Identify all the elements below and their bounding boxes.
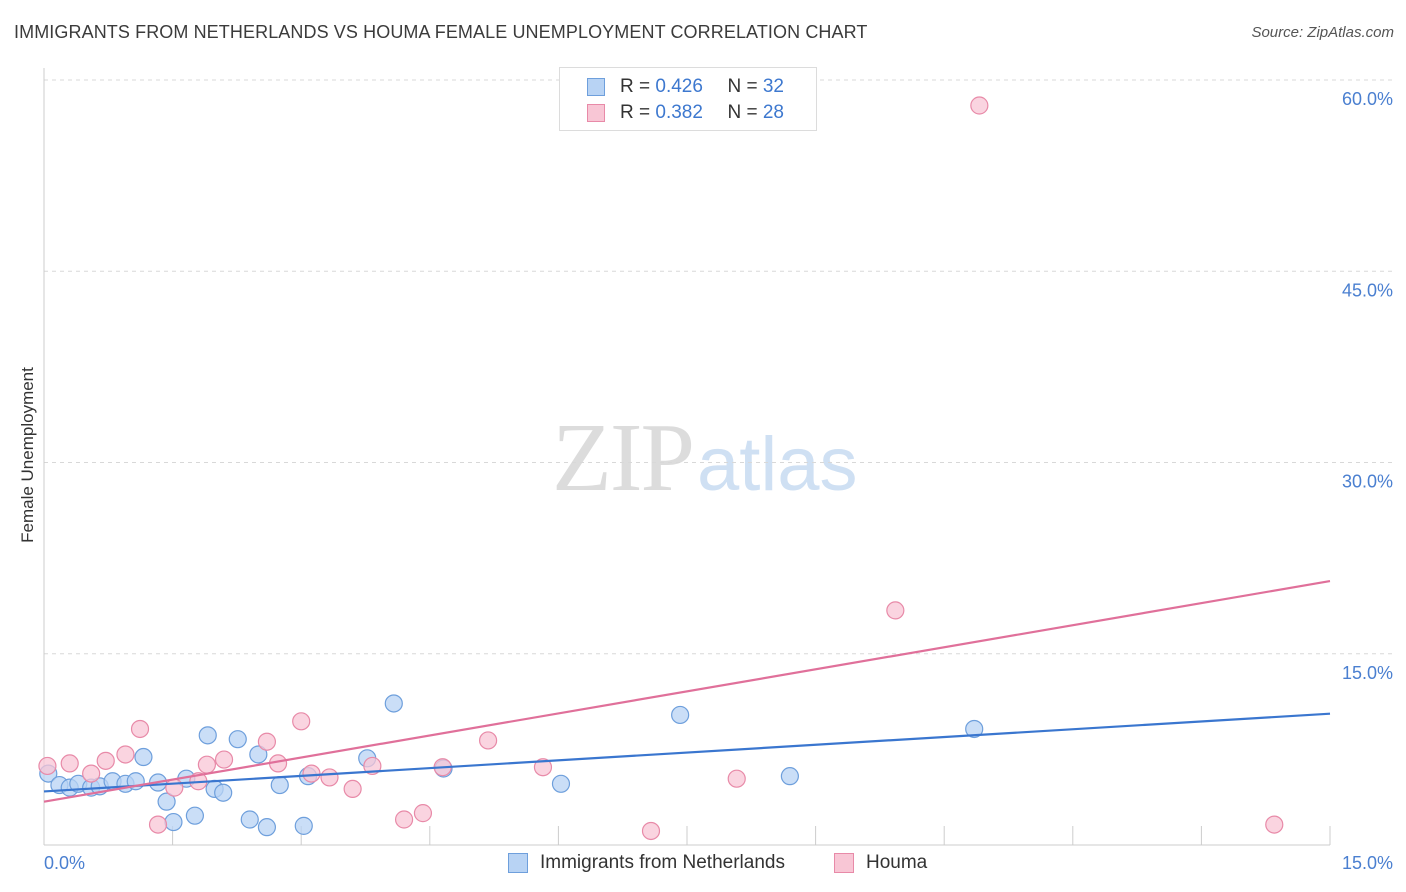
netherlands-point (228, 730, 247, 749)
houma-point (82, 764, 101, 783)
houma-point (130, 719, 150, 739)
houma-point (60, 754, 79, 773)
netherlands-point (198, 726, 217, 745)
houma-point (197, 755, 216, 774)
houma-point (533, 758, 553, 777)
houma-point (1265, 815, 1284, 834)
netherlands-point (240, 810, 259, 829)
houma-point (727, 769, 746, 788)
houma-point (343, 779, 362, 799)
r-value: 0.382 (655, 102, 703, 123)
houma-point (292, 712, 311, 731)
houma-point (320, 768, 339, 787)
n-label: N = (727, 76, 763, 97)
houma-point (96, 751, 115, 770)
netherlands-legend-swatch (508, 853, 528, 873)
y-tick-label: 60.0% (1342, 89, 1393, 109)
r-value: 0.426 (655, 76, 703, 97)
n-label: N = (727, 102, 763, 123)
stats-legend: R = 0.426 N = 32 R = 0.382 N = 28 (559, 67, 817, 131)
netherlands-point (257, 818, 277, 837)
houma-point (413, 804, 433, 823)
houma-point (478, 731, 498, 750)
netherlands-point (671, 705, 690, 725)
netherlands-point (185, 806, 204, 825)
netherlands-point (214, 783, 233, 802)
r-label: R = (620, 76, 656, 97)
n-value: 28 (762, 102, 784, 123)
houma-point (214, 750, 234, 769)
houma-point (302, 764, 321, 783)
houma-point (116, 745, 135, 764)
netherlands-point (270, 775, 289, 795)
houma-legend-swatch (834, 853, 854, 873)
x-tick-label: 0.0% (44, 853, 85, 873)
netherlands-point (384, 694, 403, 713)
netherlands-trend-line (43, 712, 1331, 793)
y-tick-label: 30.0% (1342, 472, 1393, 492)
houma-point (394, 810, 414, 829)
y-tick-label: 45.0% (1342, 280, 1393, 300)
netherlands-point (249, 745, 268, 764)
r-label: R = (620, 102, 656, 123)
houma-point (363, 756, 382, 776)
netherlands-legend-label: Immigrants from Netherlands (540, 852, 785, 873)
houma-point (165, 778, 184, 797)
houma-point (886, 601, 905, 620)
netherlands-point (134, 747, 153, 767)
houma-point (148, 815, 168, 834)
netherlands-point (294, 816, 313, 835)
houma-point (38, 756, 57, 776)
n-value: 32 (762, 76, 784, 97)
netherlands-point (780, 767, 799, 786)
houma-swatch (587, 104, 605, 122)
houma-legend-label: Houma (866, 852, 928, 873)
netherlands-point (551, 774, 571, 793)
houma-point (257, 732, 277, 751)
chart-title: IMMIGRANTS FROM NETHERLANDS VS HOUMA FEM… (14, 22, 868, 42)
netherlands-point (157, 792, 176, 811)
netherlands-point (965, 719, 984, 739)
houma-point (970, 96, 989, 115)
houma-trend-line (43, 579, 1331, 803)
x-tick-label: 15.0% (1342, 853, 1393, 873)
netherlands-point (164, 812, 183, 832)
houma-point (641, 821, 661, 841)
netherlands-swatch (587, 78, 605, 96)
source-credit: Source: ZipAtlas.com (1251, 24, 1394, 41)
y-tick-label: 15.0% (1342, 663, 1393, 683)
